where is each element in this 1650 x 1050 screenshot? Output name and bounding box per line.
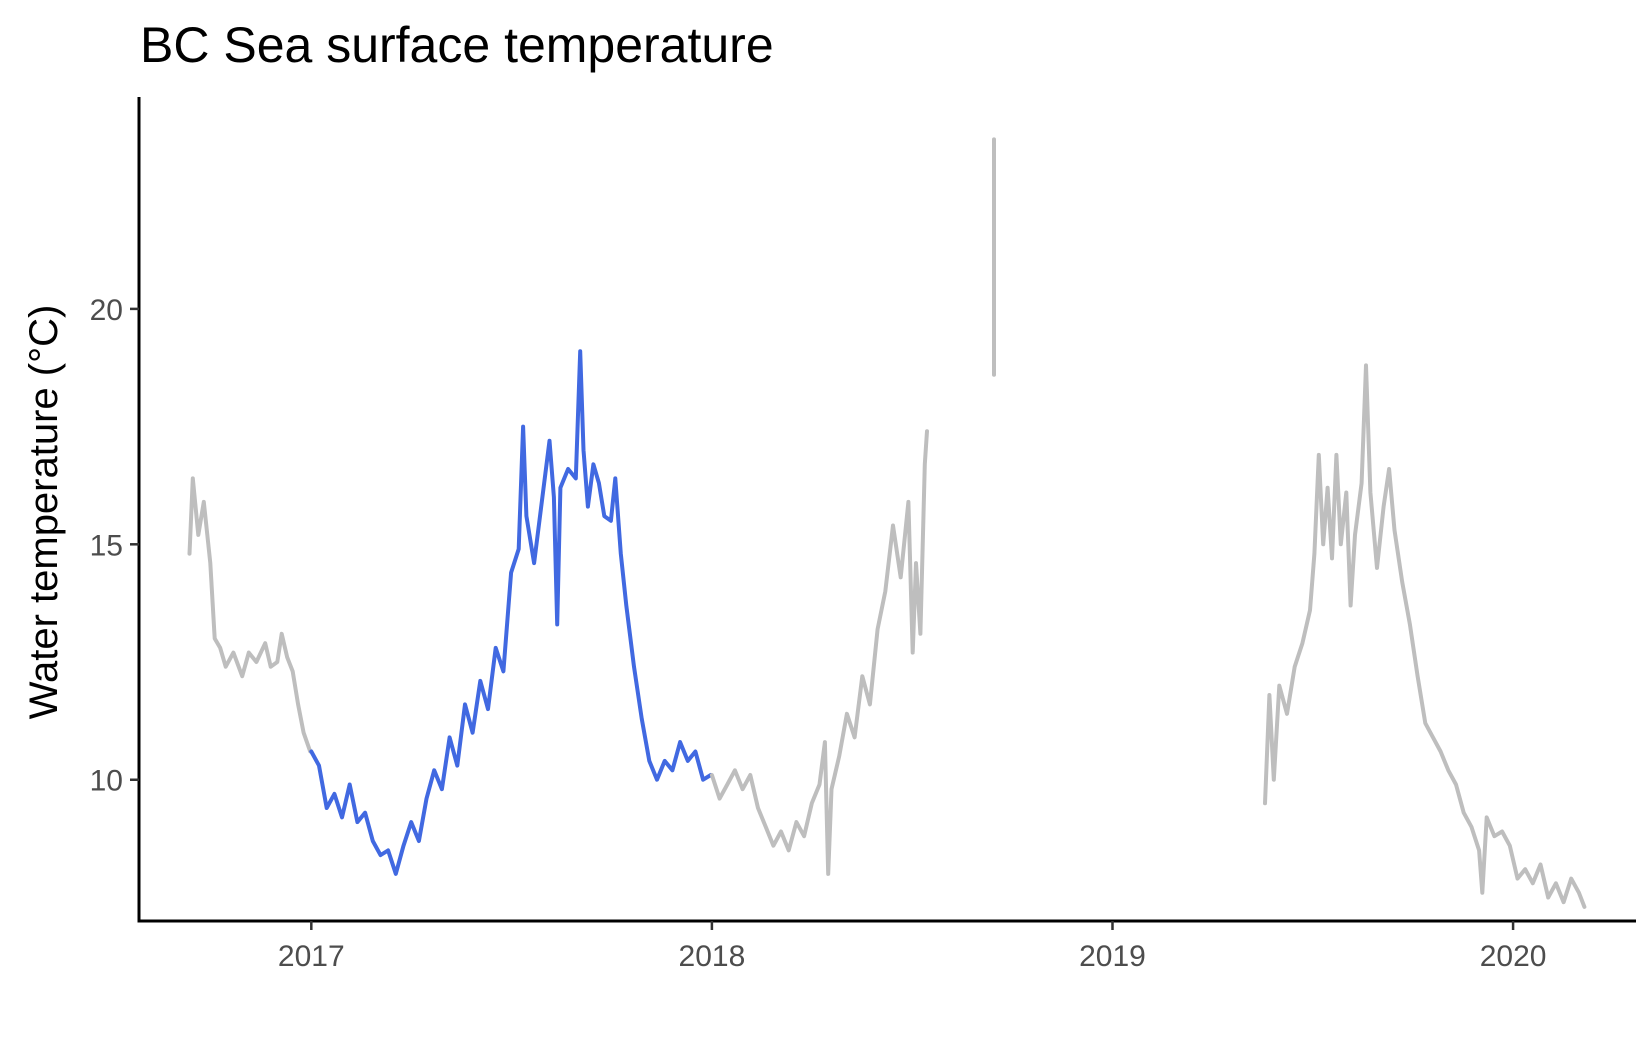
series-line-3 xyxy=(709,429,929,876)
series-line-5 xyxy=(1263,363,1587,909)
y-axis-ticks: 10 15 20 xyxy=(90,294,139,798)
y-tick-label: 20 xyxy=(90,294,123,327)
series-line-1 xyxy=(187,476,313,754)
x-tick-label: 2020 xyxy=(1480,940,1547,973)
series-layer xyxy=(187,137,1587,909)
x-tick-label: 2019 xyxy=(1079,940,1146,973)
y-tick-label: 10 xyxy=(90,765,123,798)
x-tick-label: 2018 xyxy=(679,940,746,973)
chart-title: BC Sea surface temperature xyxy=(140,17,774,73)
x-tick-label: 2017 xyxy=(278,940,345,973)
x-axis-ticks: 2017 2018 2019 2020 xyxy=(278,921,1547,973)
y-tick-label: 15 xyxy=(90,529,123,562)
series-line-2 xyxy=(309,349,713,876)
y-axis-label: Water temperature (°C) xyxy=(22,305,66,720)
